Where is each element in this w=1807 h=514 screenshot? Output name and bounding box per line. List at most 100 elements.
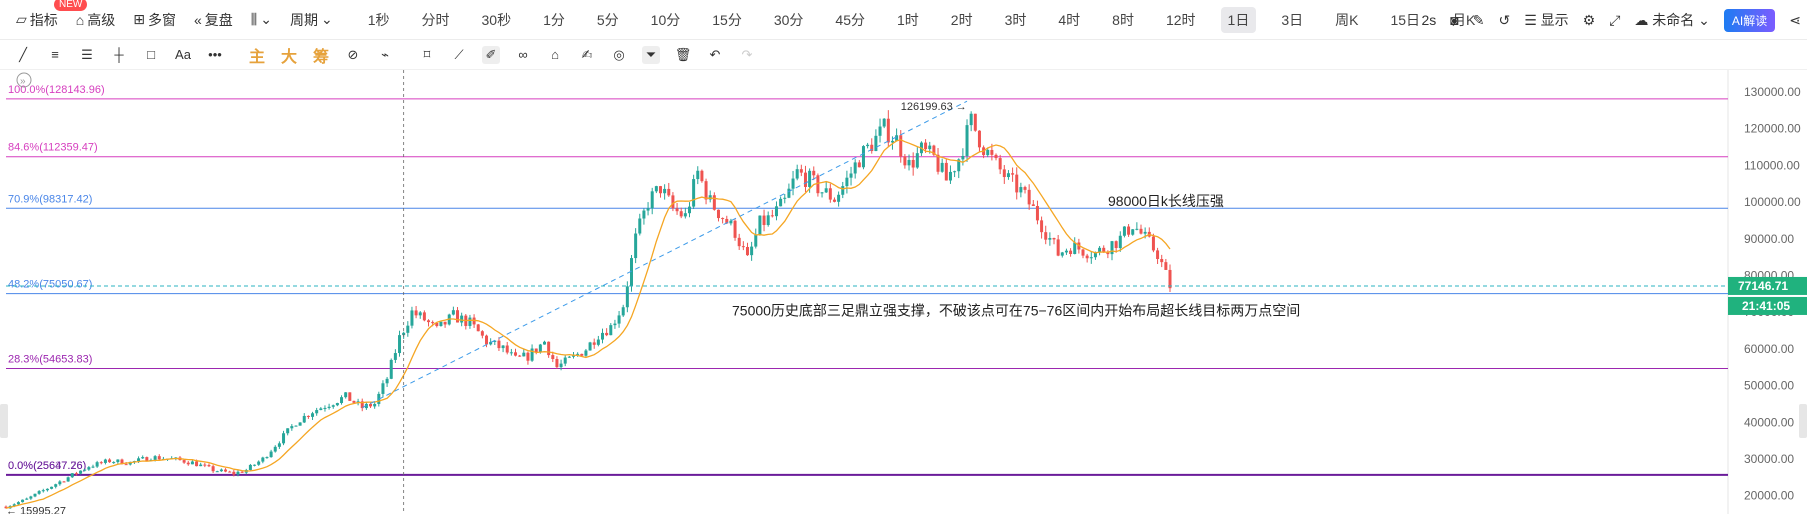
layout-name-dropdown[interactable]: ☁ 未命名 ⌄ [1634,12,1710,28]
interval-16[interactable]: 3日 [1281,11,1304,28]
candle-body [584,350,588,356]
candle-body [1081,249,1085,256]
candle-body [501,345,505,349]
candle-body [878,126,882,136]
candle-body [998,158,1002,170]
candle-body [385,378,389,384]
candle-body [269,451,273,458]
candle-body [745,246,749,256]
compare-icon[interactable]: ⊘ [347,46,359,62]
candle-body [559,363,563,368]
crosshair-time-box [1728,296,1807,315]
candle-body [340,397,344,404]
interval-11[interactable]: 3时 [1004,11,1027,28]
candle-body [704,181,708,200]
candle-body [1023,187,1027,190]
pen-icon[interactable]: ✎ [1472,11,1485,28]
y-tick-label: 100000.00 [1744,195,1801,209]
interval-15[interactable]: 1日 [1220,6,1257,33]
interval-17[interactable]: 周K [1335,11,1359,28]
more-tools-icon[interactable]: ••• [208,47,222,62]
interval-8[interactable]: 45分 [835,11,865,28]
interval-7[interactable]: 30分 [773,11,804,28]
candle-body [1031,204,1035,206]
filter-icon[interactable]: ⏷ [642,45,660,64]
interval-3[interactable]: 1分 [543,11,565,28]
refresh-rate[interactable]: 2s [1421,12,1437,28]
interval-10[interactable]: 2时 [950,11,973,28]
left-collapse-handle[interactable] [0,404,8,438]
candle-body [352,400,356,403]
ai-explain-button[interactable]: AI解读 [1723,8,1776,32]
text-icon[interactable]: Aa [175,47,191,62]
candle-body [66,477,70,482]
candle-body [729,220,733,224]
candle-body [787,188,791,198]
candle-body [791,178,795,189]
interval-12[interactable]: 4时 [1058,11,1081,28]
y-tick-label: 40000.00 [1744,415,1794,429]
chip-distribution[interactable]: 筹 [312,48,329,66]
candle-body [91,466,95,468]
rectangle-icon[interactable]: □ [147,47,155,62]
brush-icon[interactable]: ✐ [482,45,500,64]
settings-icon[interactable]: ⚙ [1582,11,1596,28]
lock-icon[interactable]: ⌂ [551,47,559,62]
candle-body [646,208,650,211]
camera-icon[interactable]: ◙ [1450,12,1459,28]
interval-6[interactable]: 15分 [712,11,742,28]
candle-body [779,198,783,207]
indicator-button[interactable]: ▱ 指标 NEW [16,0,88,30]
right-collapse-handle[interactable] [1799,404,1807,438]
interval-18[interactable]: 15日 [1390,11,1421,28]
interval-14[interactable]: 12时 [1165,11,1196,28]
collapse-arrow-icon: » [20,76,26,87]
candle-body [211,466,215,472]
display-button[interactable]: ☰ 显示 [1524,12,1569,28]
interval-0[interactable]: 1秒 [367,11,390,28]
undo-window-icon[interactable]: ↺ [1498,11,1511,28]
candle-body [141,457,145,459]
period-dropdown[interactable]: 周期 ⌄ [290,10,333,30]
interval-1[interactable]: 分时 [421,11,450,28]
candle-body [716,209,720,219]
interval-19[interactable]: 月K [1452,11,1476,28]
candle-body [882,118,886,127]
candle-body [683,213,687,217]
interval-4[interactable]: 5分 [596,11,619,28]
candle-body [294,425,298,427]
main-chip[interactable]: 主 [248,48,265,66]
bookmark-icon[interactable]: ⌑ [423,46,431,62]
magnet-icon[interactable]: ⌁ [381,46,389,62]
replay-button[interactable]: « 复盘 [194,10,233,30]
undo-icon[interactable]: ↶ [709,46,721,62]
ruler-icon[interactable]: ⟋ [454,46,464,62]
candle-body [969,113,973,126]
advanced-button[interactable]: ⌂ 高级 [76,10,115,30]
interval-13[interactable]: 8时 [1112,11,1134,28]
candle-body [907,159,911,166]
fib-icon[interactable]: ☰ [81,46,93,62]
candle-body [224,469,228,472]
price-chart[interactable]: 130000.00 120000.00 110000.00 100000.00 9000… [0,70,1807,514]
candle-body [402,332,406,336]
redo-icon[interactable]: ↷ [741,46,753,62]
fullscreen-icon[interactable]: ⤢ [1609,11,1621,28]
eye-icon[interactable]: ◎ [613,46,625,62]
parallel-channel-icon[interactable]: ≡ [51,47,59,62]
big-chip[interactable]: 大 [280,48,297,66]
link-icon[interactable]: ∞ [518,47,528,62]
trash-icon[interactable]: 🗑 [674,46,692,62]
interval-9[interactable]: 1时 [896,11,919,28]
edit-icon[interactable]: ✍ [581,46,593,62]
horizontal-line-icon[interactable]: ┼ [114,47,124,62]
share-icon[interactable]: ⋖ [1789,11,1801,28]
y-tick-label: 30000.00 [1744,452,1794,466]
interval-5[interactable]: 10分 [650,11,681,28]
fib-level-label: 100.0%(128143.96) [8,84,105,96]
candle-body [298,422,302,426]
trendline-icon[interactable]: ╱ [19,46,27,62]
interval-2[interactable]: 30秒 [481,11,512,28]
chart-type-dropdown[interactable]: ⫼ ⌄ [251,11,272,28]
multi-window-button[interactable]: ⊞ 多窗 [133,10,176,30]
